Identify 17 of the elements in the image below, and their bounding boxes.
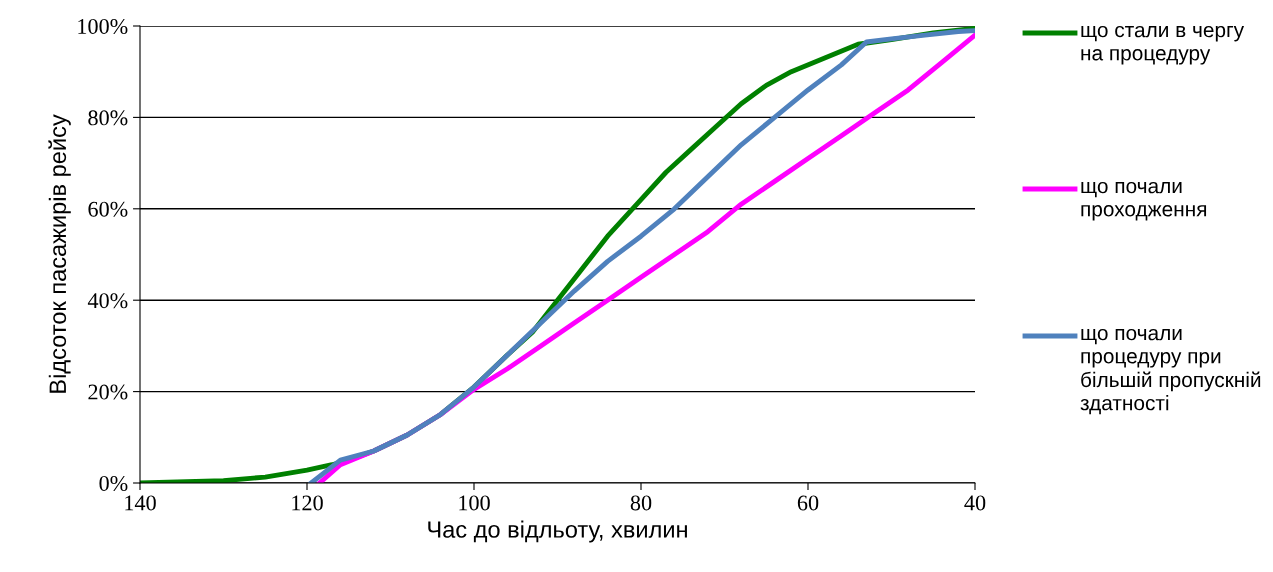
y-tick-label: 80% — [88, 110, 128, 126]
x-tick-label: 100 — [459, 495, 490, 511]
y-tick-label: 40% — [87, 293, 128, 309]
x-tick-label: 140 — [125, 495, 156, 511]
legend-label: що стали в чергу на процедуру — [1081, 25, 1245, 65]
x-tick-label: 40 — [964, 495, 986, 511]
y-tick-label: 100% — [78, 18, 128, 34]
x-tick-label: 80 — [630, 495, 652, 511]
y-tick-label: 20% — [88, 384, 128, 400]
y-axis-title: Відсоток пасажирів рейсу — [48, 114, 71, 393]
y-tick-label: 0% — [99, 475, 128, 491]
x-axis-title: Час до відльоту, хвилин — [428, 520, 687, 543]
x-tick-label: 60 — [797, 495, 819, 511]
y-tick-label: 60% — [88, 201, 128, 217]
legend-label: що почали процедуру при більшій пропускній здатності — [1080, 328, 1261, 415]
x-tick-label: 120 — [292, 495, 323, 511]
legend-label: що почали проходження — [1081, 181, 1207, 221]
